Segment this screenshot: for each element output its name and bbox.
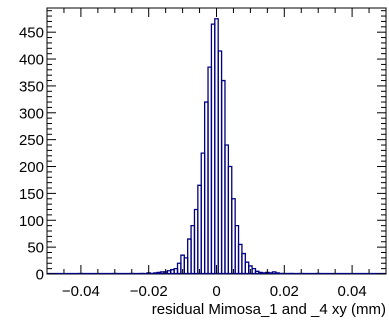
x-tick-label: 0.04 <box>337 283 366 300</box>
x-tick-label: 0.02 <box>270 283 299 300</box>
histogram-series <box>47 18 386 275</box>
y-tick-label: 50 <box>27 240 44 257</box>
plot-border <box>46 7 387 275</box>
x-tick-label: −0.02 <box>130 283 168 300</box>
x-tick-label: −0.04 <box>62 283 100 300</box>
x-tick-label: 0 <box>212 283 220 300</box>
y-tick-label: 350 <box>19 78 44 95</box>
y-tick-label: 200 <box>19 159 44 176</box>
y-tick-label: 450 <box>19 25 44 42</box>
y-tick-label: 0 <box>36 267 44 284</box>
y-tick-label: 300 <box>19 105 44 122</box>
y-tick-label: 250 <box>19 132 44 149</box>
x-axis-title: residual Mimosa_1 and _4 xy (mm) <box>152 301 386 318</box>
plot-frame <box>46 7 387 275</box>
y-tick-label: 100 <box>19 213 44 230</box>
y-tick-label: 150 <box>19 186 44 203</box>
tick-labels: −0.04 −0.02 0 0.02 0.04 0 50 100 150 200 250 300 350… <box>19 25 367 300</box>
axis-ticks <box>46 8 387 275</box>
y-tick-label: 400 <box>19 52 44 69</box>
